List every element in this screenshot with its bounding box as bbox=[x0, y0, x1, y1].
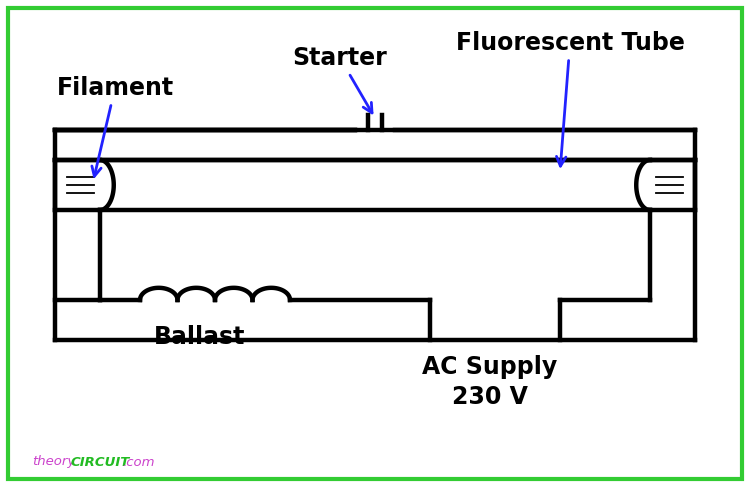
Text: theory: theory bbox=[32, 455, 75, 468]
Text: Starter: Starter bbox=[292, 46, 387, 113]
Text: AC Supply: AC Supply bbox=[422, 355, 557, 379]
Text: Ballast: Ballast bbox=[154, 325, 246, 349]
Text: CIRCUIT: CIRCUIT bbox=[71, 455, 130, 468]
Text: Fluorescent Tube: Fluorescent Tube bbox=[455, 31, 685, 166]
Text: Filament: Filament bbox=[56, 76, 173, 176]
Text: .com: .com bbox=[122, 455, 154, 468]
Polygon shape bbox=[55, 129, 695, 131]
Text: 230 V: 230 V bbox=[452, 385, 528, 409]
